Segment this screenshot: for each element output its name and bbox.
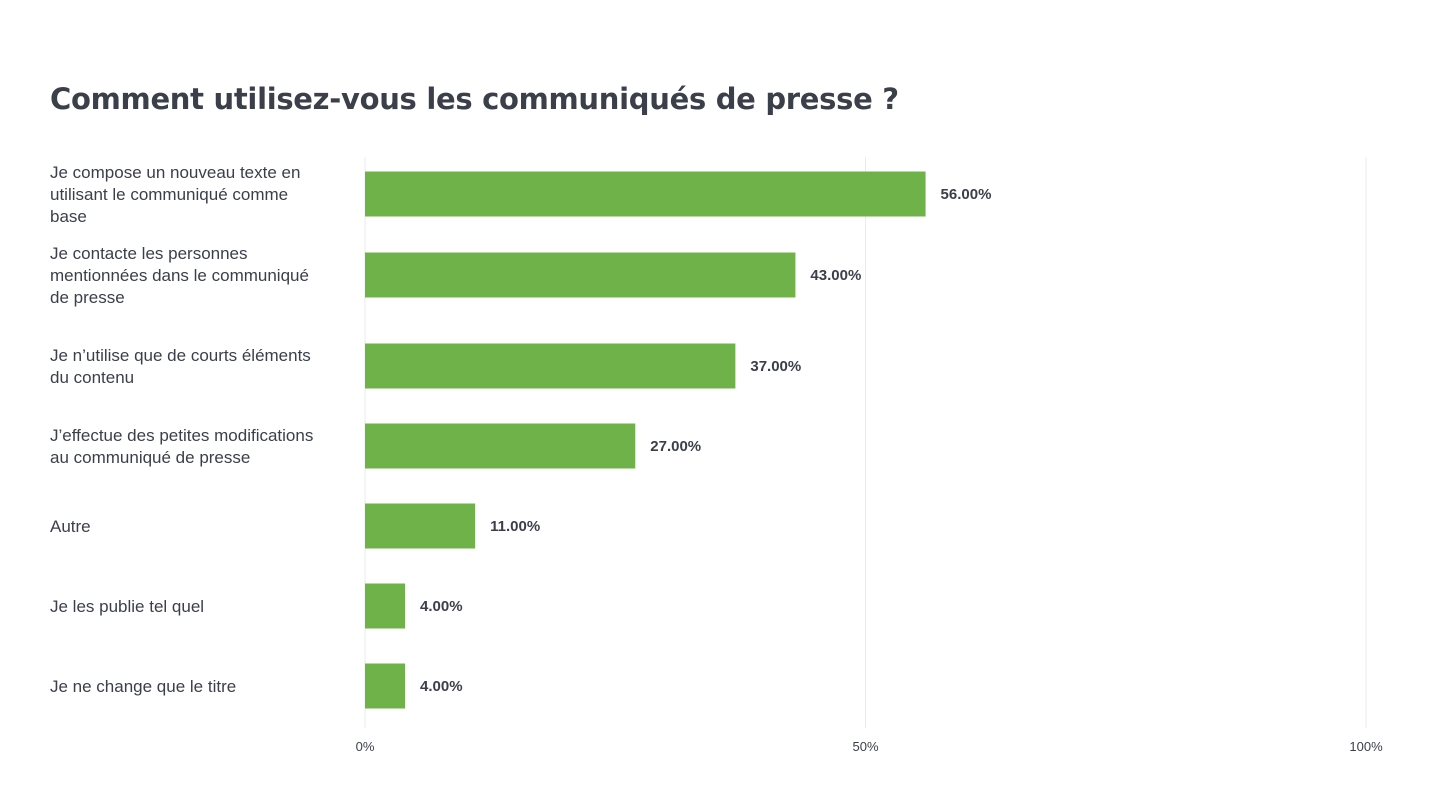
- category-label: Je ne change que le titre: [50, 677, 236, 696]
- chart-title: Comment utilisez-vous les communiqués de…: [50, 82, 899, 116]
- category-label: Je n’utilise que de courts éléments du co…: [50, 346, 311, 387]
- category-label-line: Je compose un nouveau texte en: [50, 163, 300, 182]
- category-label-line: Je les publie tel quel: [50, 597, 204, 616]
- bar: [365, 171, 926, 217]
- category-label-line: mentionnées dans le communiqué: [50, 266, 309, 285]
- value-label: 4.00%: [420, 678, 463, 695]
- value-label: 43.00%: [810, 267, 861, 284]
- x-axis-ticks: 0% 50% 100%: [356, 739, 1383, 754]
- category-labels: Je compose un nouveau texte en utilisant …: [50, 163, 313, 696]
- category-label: J’effectue des petites modifications au c…: [50, 426, 313, 467]
- value-label: 4.00%: [420, 598, 463, 615]
- category-label-line: Je n’utilise que de courts éléments: [50, 346, 311, 365]
- bar: [365, 583, 406, 629]
- category-label-line: Autre: [50, 517, 91, 536]
- category-label-line: J’effectue des petites modifications: [50, 426, 313, 445]
- value-labels: 56.00% 43.00% 37.00% 27.00% 11.00% 4.00% 4.00%: [420, 186, 991, 695]
- category-label-line: Je ne change que le titre: [50, 677, 236, 696]
- category-label: Je contacte les personnes mentionnées dan…: [50, 244, 309, 307]
- category-label-line: au communiqué de presse: [50, 448, 250, 467]
- bar: [365, 343, 736, 389]
- bar: [365, 423, 636, 469]
- category-label-line: base: [50, 207, 87, 226]
- category-label-line: utilisant le communiqué comme: [50, 185, 288, 204]
- bar: [365, 503, 476, 549]
- bars: [365, 171, 926, 709]
- x-tick-label: 0%: [356, 739, 375, 754]
- x-tick-label: 100%: [1349, 739, 1383, 754]
- value-label: 11.00%: [490, 518, 540, 535]
- bar: [365, 252, 796, 298]
- category-label: Autre: [50, 517, 91, 536]
- bar: [365, 663, 406, 709]
- category-label-line: de presse: [50, 288, 125, 307]
- x-tick-label: 50%: [852, 739, 878, 754]
- value-label: 37.00%: [750, 358, 801, 375]
- category-label-line: Je contacte les personnes: [50, 244, 248, 263]
- category-label: Je compose un nouveau texte en utilisant …: [50, 163, 300, 226]
- category-label-line: du contenu: [50, 368, 134, 387]
- value-label: 27.00%: [650, 438, 701, 455]
- value-label: 56.00%: [941, 186, 992, 203]
- category-label: Je les publie tel quel: [50, 597, 204, 616]
